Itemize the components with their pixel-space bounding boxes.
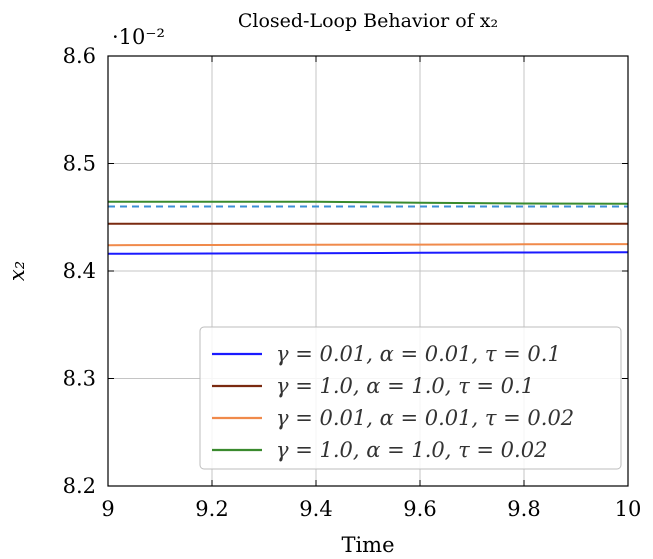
legend-label: γ = 1.0, α = 1.0, τ = 0.1 [276, 374, 534, 398]
x-tick-labels: 9 9.2 9.4 9.6 9.8 10 [101, 497, 641, 521]
legend-box [199, 326, 622, 470]
series-line-4 [108, 200, 629, 205]
series-line-1 [107, 251, 629, 255]
y-scale-label: ·10⁻² [112, 25, 165, 49]
x-tick-label: 9.4 [299, 497, 332, 521]
y-tick-label: 8.2 [63, 474, 96, 498]
y-tick-label: 8.3 [63, 367, 96, 391]
x-tick-label: 10 [615, 497, 642, 521]
x-tick-label: 9 [101, 497, 114, 521]
chart-title: Closed-Loop Behavior of x₂ [238, 10, 498, 32]
x-tick-label: 9.6 [403, 497, 436, 521]
y-tick-labels: 8.2 8.3 8.4 8.5 8.6 [63, 44, 96, 498]
legend-label: γ = 0.01, α = 0.01, τ = 0.1 [276, 342, 561, 366]
series-line-3 [107, 243, 629, 247]
x-axis-label: Time [341, 533, 394, 557]
legend-label: γ = 0.01, α = 0.01, τ = 0.02 [276, 406, 574, 430]
y-tick-label: 8.5 [63, 152, 96, 176]
series-lines [107, 200, 629, 255]
x-tick-label: 9.2 [195, 497, 228, 521]
y-axis-label: x₂ [5, 261, 29, 281]
x-tick-label: 9.8 [507, 497, 540, 521]
legend-label: γ = 1.0, α = 1.0, τ = 0.02 [276, 438, 547, 462]
y-tick-label: 8.4 [63, 259, 96, 283]
tick-marks [107, 55, 629, 487]
y-tick-label: 8.6 [63, 44, 96, 68]
legend: γ = 0.01, α = 0.01, τ = 0.1 γ = 1.0, α = … [199, 326, 622, 470]
